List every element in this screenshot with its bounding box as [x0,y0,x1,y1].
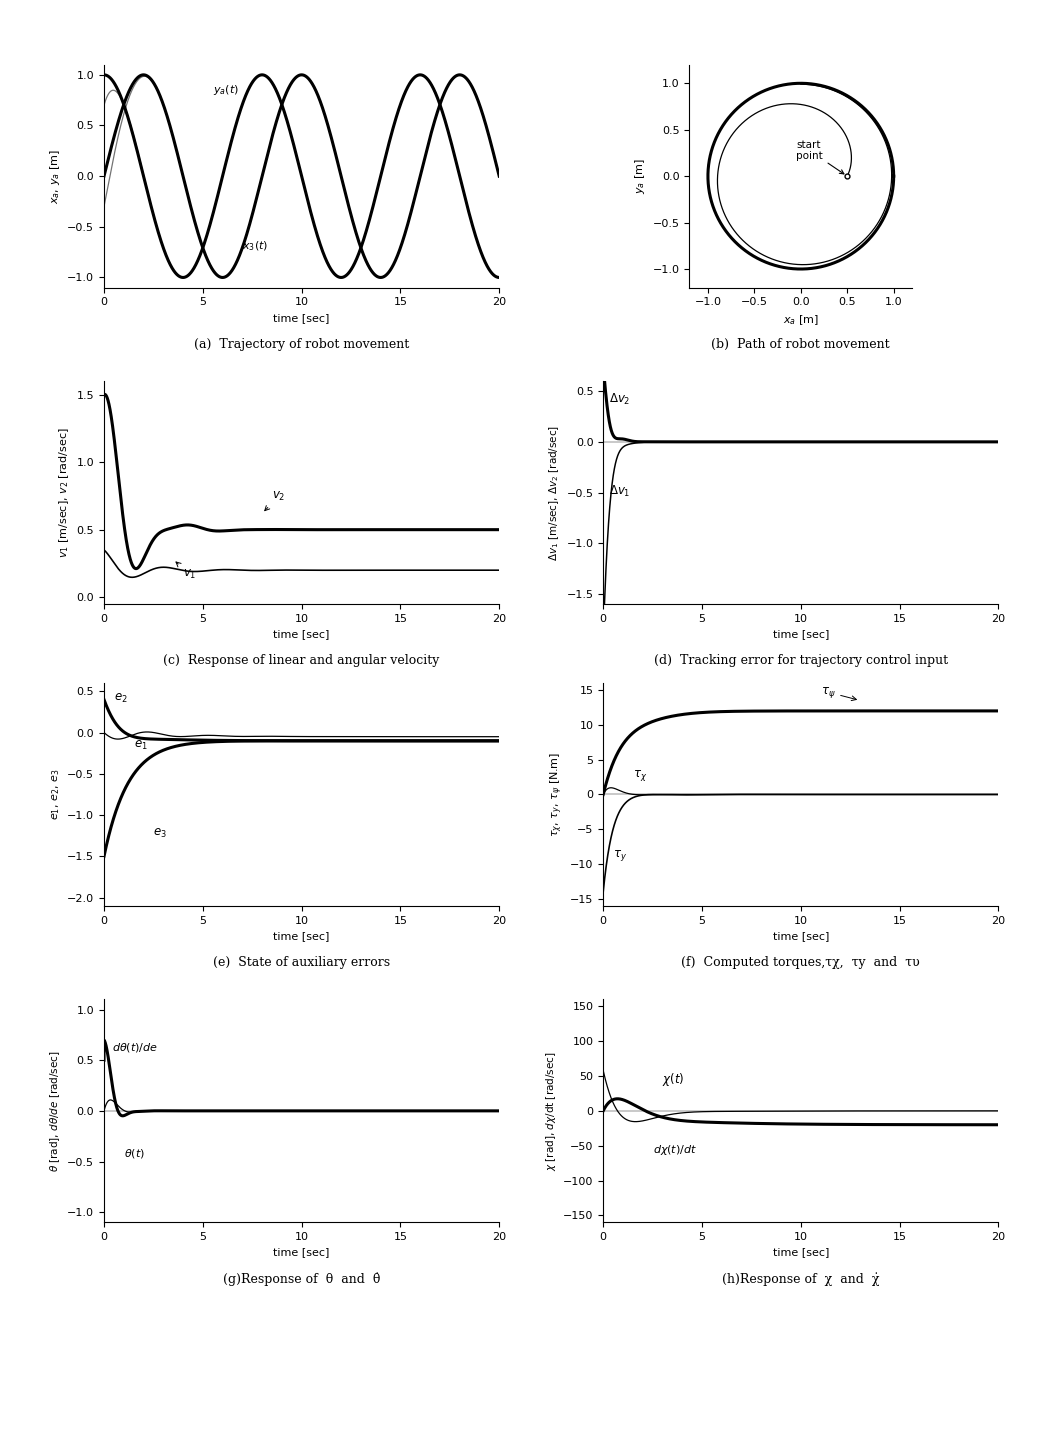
Text: $v_1$: $v_1$ [176,562,197,581]
Text: $e_1$: $e_1$ [133,739,148,752]
X-axis label: time [sec]: time [sec] [773,932,829,942]
Text: (b)  Path of robot movement: (b) Path of robot movement [711,338,890,351]
Text: (d)  Tracking error for trajectory control input: (d) Tracking error for trajectory contro… [654,654,947,667]
Text: $\Delta v_2$: $\Delta v_2$ [609,393,630,407]
Text: $d\theta(t)/de$: $d\theta(t)/de$ [112,1041,158,1054]
X-axis label: time [sec]: time [sec] [274,932,330,942]
Text: $\tau_\psi$: $\tau_\psi$ [821,684,856,700]
Text: $\tau_y$: $\tau_y$ [613,848,627,863]
X-axis label: time [sec]: time [sec] [274,630,330,640]
Text: $d\chi(t)/dt$: $d\chi(t)/dt$ [653,1143,697,1156]
X-axis label: time [sec]: time [sec] [773,1248,829,1258]
Y-axis label: $y_a$ [m]: $y_a$ [m] [633,158,647,194]
Text: start
point: start point [797,139,843,174]
Text: (e)  State of auxiliary errors: (e) State of auxiliary errors [213,956,390,969]
X-axis label: time [sec]: time [sec] [274,1248,330,1258]
X-axis label: $x_a$ [m]: $x_a$ [m] [783,313,818,326]
Text: $\chi(t)$: $\chi(t)$ [662,1071,684,1089]
Y-axis label: $\chi$ [rad], $d\chi$/dt [rad/sec]: $\chi$ [rad], $d\chi$/dt [rad/sec] [544,1051,557,1171]
Text: $\theta(t)$: $\theta(t)$ [124,1148,145,1160]
Text: $y_a(t)$: $y_a(t)$ [213,83,239,98]
Text: (h)Response of  χ  and  χ̇: (h)Response of χ and χ̇ [722,1273,880,1287]
Text: $v_2$: $v_2$ [265,489,285,510]
Y-axis label: $\tau_\chi$, $\tau_y$, $\tau_\psi$ [N.m]: $\tau_\chi$, $\tau_y$, $\tau_\psi$ [N.m] [548,752,565,837]
Text: $e_2$: $e_2$ [114,692,128,705]
Text: $x_3(t)$: $x_3(t)$ [242,239,268,253]
Text: (f)  Computed torques,τχ,  τy  and  τυ: (f) Computed torques,τχ, τy and τυ [681,956,920,969]
Y-axis label: $\Delta v_1$ [m/sec], $\Delta v_2$ [rad/sec]: $\Delta v_1$ [m/sec], $\Delta v_2$ [rad/… [547,424,561,561]
Y-axis label: $\theta$ [rad], $d\theta/de$ [rad/sec]: $\theta$ [rad], $d\theta/de$ [rad/sec] [48,1050,61,1172]
Text: (c)  Response of linear and angular velocity: (c) Response of linear and angular veloc… [163,654,440,667]
Y-axis label: $v_1$ [m/sec], $v_2$ [rad/sec]: $v_1$ [m/sec], $v_2$ [rad/sec] [57,427,71,558]
Text: $\Delta v_1$: $\Delta v_1$ [609,483,630,499]
Text: $\tau_\chi$: $\tau_\chi$ [632,768,647,784]
Y-axis label: $e_1$, $e_2$, $e_3$: $e_1$, $e_2$, $e_3$ [50,769,61,820]
Text: (a)  Trajectory of robot movement: (a) Trajectory of robot movement [194,338,409,351]
Y-axis label: $x_a$, $y_a$ [m]: $x_a$, $y_a$ [m] [48,148,61,204]
X-axis label: time [sec]: time [sec] [274,313,330,324]
X-axis label: time [sec]: time [sec] [773,630,829,640]
Text: (g)Response of  θ  and  θ̇: (g)Response of θ and θ̇ [223,1273,381,1287]
Text: $e_3$: $e_3$ [154,827,167,840]
